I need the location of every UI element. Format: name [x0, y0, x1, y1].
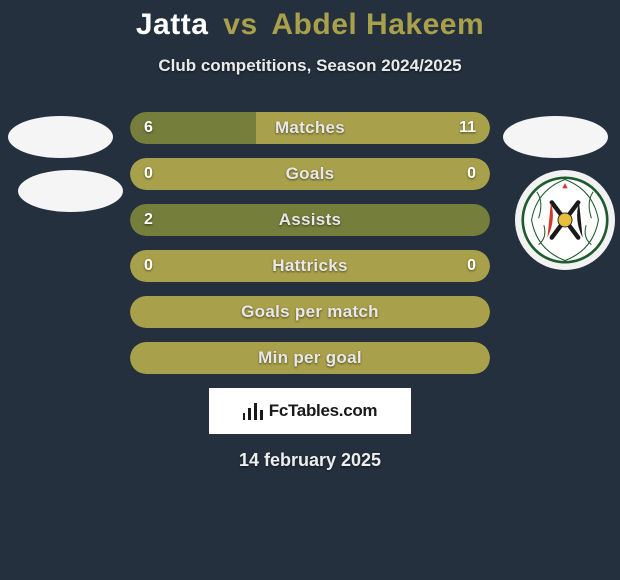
player2-photo-placeholder — [503, 116, 608, 158]
player1-photo-placeholder — [8, 116, 113, 158]
club-crest-icon — [521, 176, 609, 264]
stat-rows: 6 Matches 11 0 Goals 0 2 Assists 0 Hattricks 0 Goal… — [130, 112, 490, 374]
stat-value-left: 2 — [144, 211, 153, 229]
stat-row: 0 Hattricks 0 — [130, 250, 490, 282]
player1-club-placeholder — [18, 170, 123, 212]
stat-row: 0 Goals 0 — [130, 158, 490, 190]
player1-name: Jatta — [136, 8, 209, 41]
stat-label: Hattricks — [272, 256, 347, 276]
player2-name: Abdel Hakeem — [271, 8, 484, 41]
stat-label: Min per goal — [258, 348, 362, 368]
title: Jatta vs Abdel Hakeem — [0, 8, 620, 42]
stat-value-right: 0 — [467, 257, 476, 275]
stat-row-segment-left — [130, 158, 310, 190]
vs-separator: vs — [223, 8, 257, 41]
stat-label: Assists — [279, 210, 342, 230]
subtitle: Club competitions, Season 2024/2025 — [0, 56, 620, 76]
stat-label: Goals — [286, 164, 335, 184]
date-label: 14 february 2025 — [0, 450, 620, 471]
stat-label: Matches — [275, 118, 345, 138]
stat-row: Min per goal — [130, 342, 490, 374]
player2-club-badge — [515, 170, 615, 270]
stat-value-right: 0 — [467, 165, 476, 183]
stat-row-segment-right — [310, 158, 490, 190]
stat-value-left: 6 — [144, 119, 153, 137]
branding-box: FcTables.com — [209, 388, 411, 434]
bars-icon — [243, 402, 263, 420]
comparison-card: Jatta vs Abdel Hakeem Club competitions,… — [0, 0, 620, 471]
stat-value-left: 0 — [144, 165, 153, 183]
branding-text: FcTables.com — [269, 401, 378, 421]
stat-value-left: 0 — [144, 257, 153, 275]
stat-label: Goals per match — [241, 302, 379, 322]
stat-row: Goals per match — [130, 296, 490, 328]
stat-value-right: 11 — [459, 119, 476, 137]
stat-row: 2 Assists — [130, 204, 490, 236]
stat-row: 6 Matches 11 — [130, 112, 490, 144]
